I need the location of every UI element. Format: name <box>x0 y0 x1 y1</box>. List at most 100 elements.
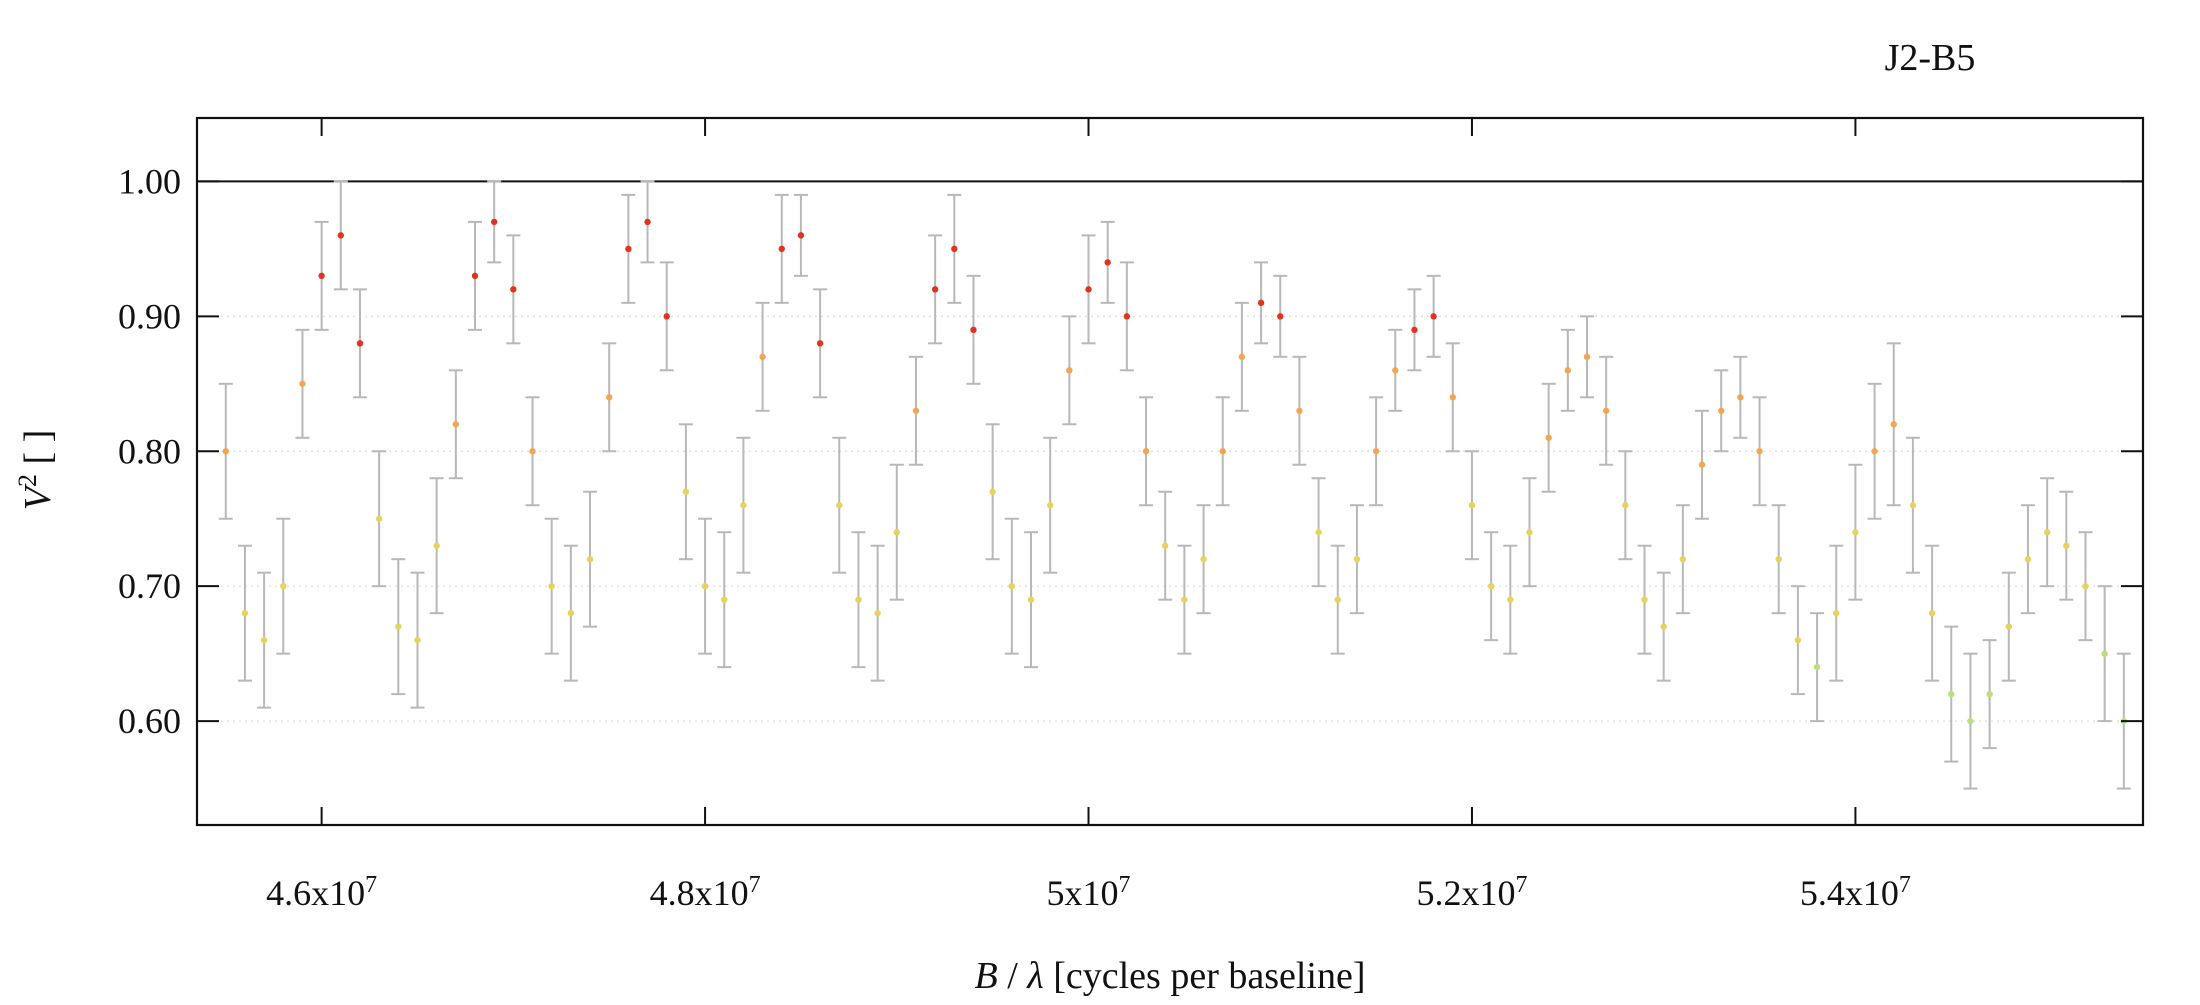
x-tick-label-exponent: 7 <box>749 872 761 898</box>
data-point <box>1679 556 1687 563</box>
data-point <box>1794 636 1802 644</box>
data-point <box>1008 582 1016 590</box>
data-point <box>490 218 498 226</box>
data-point <box>721 596 728 603</box>
data-point <box>1200 556 1207 563</box>
x-axis-label-symbol: λ <box>1026 955 1043 997</box>
data-point <box>2101 650 2108 657</box>
data-point <box>1948 690 1955 698</box>
data-point <box>855 596 862 603</box>
data-point <box>1602 407 1610 414</box>
x-tick-label-exponent: 7 <box>365 872 377 898</box>
data-point <box>1277 313 1284 320</box>
data-point <box>912 407 920 414</box>
data-point <box>1909 502 1917 509</box>
data-point <box>1162 542 1169 549</box>
plot-frame <box>195 116 2145 827</box>
x-tick-label: 5x107 <box>1047 872 1131 913</box>
data-point <box>778 245 785 253</box>
data-point <box>1871 448 1878 455</box>
data-point <box>395 623 402 630</box>
y-axis-label-sup: 2 <box>13 474 42 487</box>
y-tick-label: 1.00 <box>118 161 181 201</box>
data-point <box>1142 448 1150 455</box>
data-point <box>1104 259 1111 266</box>
data-point <box>1852 529 1859 536</box>
data-point <box>1372 448 1380 455</box>
data-point <box>260 636 268 644</box>
data-point <box>375 515 383 522</box>
data-point <box>1967 717 1974 725</box>
data-point <box>1583 353 1591 361</box>
data-point <box>1833 609 1840 617</box>
data-point <box>625 245 632 253</box>
data-point <box>337 232 344 239</box>
data-point <box>1085 286 1092 293</box>
data-point <box>1027 596 1035 603</box>
data-point <box>318 272 325 280</box>
data-point <box>1468 502 1476 509</box>
axis-ticks <box>197 118 2143 825</box>
x-tick-label: 4.6x107 <box>266 872 377 913</box>
data-point <box>1622 502 1629 509</box>
x-axis-label-sep: / <box>998 955 1028 997</box>
data-point <box>1219 448 1226 455</box>
data-point <box>471 272 479 280</box>
data-point <box>951 245 958 253</box>
data-point <box>1775 556 1782 563</box>
data-point <box>682 488 690 495</box>
data-point <box>433 542 440 549</box>
x-tick-label-base: 4.8x10 <box>650 873 749 913</box>
x-tick-label-exponent: 7 <box>1119 872 1131 898</box>
data-point <box>644 218 651 226</box>
data-point <box>2024 556 2032 563</box>
data-point <box>874 609 881 617</box>
data-point <box>356 340 364 347</box>
data-point <box>567 609 575 617</box>
x-tick-label: 5.2x107 <box>1416 872 1527 913</box>
data-point <box>1181 596 1188 603</box>
data-point <box>222 448 229 455</box>
data-points-layer <box>222 218 2128 725</box>
data-point <box>1641 596 1648 603</box>
x-axis-label-var: B <box>974 955 997 997</box>
x-tick-label-base: 4.6x10 <box>266 873 365 913</box>
data-point <box>241 609 249 617</box>
data-point <box>797 232 805 239</box>
grid-lines <box>197 315 2143 722</box>
data-point <box>1238 353 1246 361</box>
data-point <box>1296 407 1303 414</box>
x-axis-label: B / λ [cycles per baseline] <box>974 955 1365 997</box>
data-point <box>989 488 996 495</box>
data-point <box>701 582 709 590</box>
y-tick-label: 0.60 <box>118 701 181 741</box>
data-point <box>663 313 670 320</box>
data-point <box>970 326 977 334</box>
data-point <box>606 394 613 401</box>
data-point <box>1698 461 1706 468</box>
data-point <box>2005 623 2012 630</box>
data-point <box>759 353 766 361</box>
data-point <box>299 380 306 387</box>
tick-labels: 0.600.700.800.901.004.6x107 4.8x107 5x107 5… <box>118 161 1911 913</box>
data-point <box>1449 394 1456 401</box>
data-point <box>1334 596 1341 603</box>
data-point <box>1718 407 1725 414</box>
data-point <box>1545 434 1552 441</box>
data-point <box>1411 326 1418 334</box>
data-point <box>1928 609 1936 617</box>
data-point <box>1813 663 1821 671</box>
data-point <box>1392 367 1399 374</box>
x-tick-label: 4.8x107 <box>650 872 761 913</box>
data-point <box>280 582 287 590</box>
data-point <box>586 556 594 563</box>
data-point <box>816 340 824 347</box>
x-tick-label-exponent: 7 <box>1899 872 1911 898</box>
data-point <box>548 582 555 590</box>
data-point <box>2082 582 2089 590</box>
data-point <box>836 502 843 509</box>
data-point <box>893 529 900 536</box>
data-point <box>529 448 536 455</box>
